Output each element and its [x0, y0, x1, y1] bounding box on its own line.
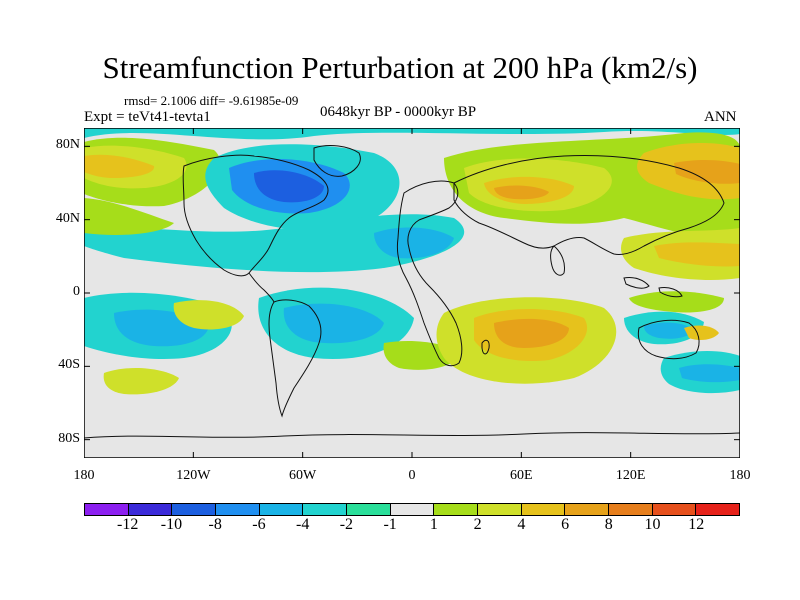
coastlines — [84, 145, 740, 439]
experiment-label: Expt = teVt41-tevta1 — [84, 109, 211, 125]
colorbar-tick-label: -6 — [252, 516, 266, 533]
colorbar-tick-label: 10 — [644, 516, 661, 533]
lat-tick-label: 80N — [55, 137, 80, 153]
lon-tick-label: 0 — [408, 468, 416, 483]
colorbar-tick-label: -4 — [295, 516, 310, 533]
colorbar-swatch — [652, 504, 697, 515]
colorbar-swatch — [347, 504, 391, 515]
map-plot — [84, 128, 740, 458]
colorbar-swatch — [521, 504, 566, 515]
colorbar-tick-label: -8 — [208, 516, 222, 533]
lon-tick-label: 120W — [176, 468, 211, 483]
colorbar-tick-label: -10 — [160, 516, 183, 533]
colorbar-swatch — [434, 504, 479, 515]
colorbar-tick-label: -2 — [339, 516, 354, 533]
colorbar-tick-label: 8 — [604, 516, 613, 533]
colorbar-swatch — [172, 504, 217, 515]
colorbar-swatch — [696, 504, 740, 515]
period-label: 0648kyr BP - 0000kyr BP — [320, 104, 477, 120]
lon-tick-label: 120E — [615, 468, 646, 483]
colorbar-swatch — [390, 504, 435, 515]
colorbar-swatch — [216, 504, 260, 515]
lat-tick-label: 0 — [73, 284, 80, 299]
colorbar-tick-label: 4 — [517, 516, 526, 533]
lat-tick-label: 40N — [55, 210, 80, 226]
colorbar-swatch — [609, 504, 653, 515]
colorbar-tick-label: -12 — [117, 516, 139, 533]
lat-tick-label: 80S — [58, 430, 80, 446]
colorbar-swatch — [259, 504, 304, 515]
lon-tick-label: 180 — [73, 468, 95, 483]
season-label: ANN — [704, 109, 737, 125]
colorbar-swatch — [85, 504, 129, 515]
colorbar-tick-label: 12 — [688, 516, 705, 533]
colorbar-swatch — [565, 504, 610, 515]
lat-tick-label: 40S — [58, 357, 80, 373]
colorbar-tick-label: -1 — [383, 516, 397, 533]
rmsd-stats: rmsd= 2.1006 diff= -9.61985e-09 — [124, 93, 299, 108]
map-title: Streamfunction Perturbation at 200 hPa (… — [102, 50, 698, 85]
colorbar-swatch — [128, 504, 173, 515]
colorbar-swatch — [303, 504, 348, 515]
colorbar-tick-label: 2 — [473, 516, 482, 533]
lon-tick-label: 60W — [289, 468, 317, 483]
perturbation-field — [84, 128, 740, 395]
colorbar — [84, 503, 740, 516]
tick-marks — [84, 128, 740, 458]
lon-tick-label: 60E — [510, 468, 533, 483]
colorbar-swatch — [478, 504, 522, 515]
colorbar-tick-label: 1 — [429, 516, 438, 533]
colorbar-tick-label: 6 — [561, 516, 570, 533]
lon-tick-label: 180 — [729, 468, 751, 483]
